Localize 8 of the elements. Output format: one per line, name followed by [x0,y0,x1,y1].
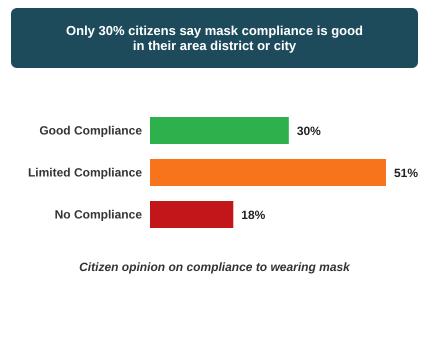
data-label: 51% [394,166,418,180]
y-tick-label: Good Compliance [39,123,142,138]
data-label: 18% [241,208,266,222]
y-tick-label: Limited Compliance [28,165,142,180]
y-tick-label: No Compliance [54,207,142,222]
x-axis-title: Citizen opinion on compliance to wearing mask [78,260,351,274]
data-label: 30% [296,124,322,138]
chart-title: Only 30% citizens say mask compliance is good in their area district or city [11,8,418,68]
